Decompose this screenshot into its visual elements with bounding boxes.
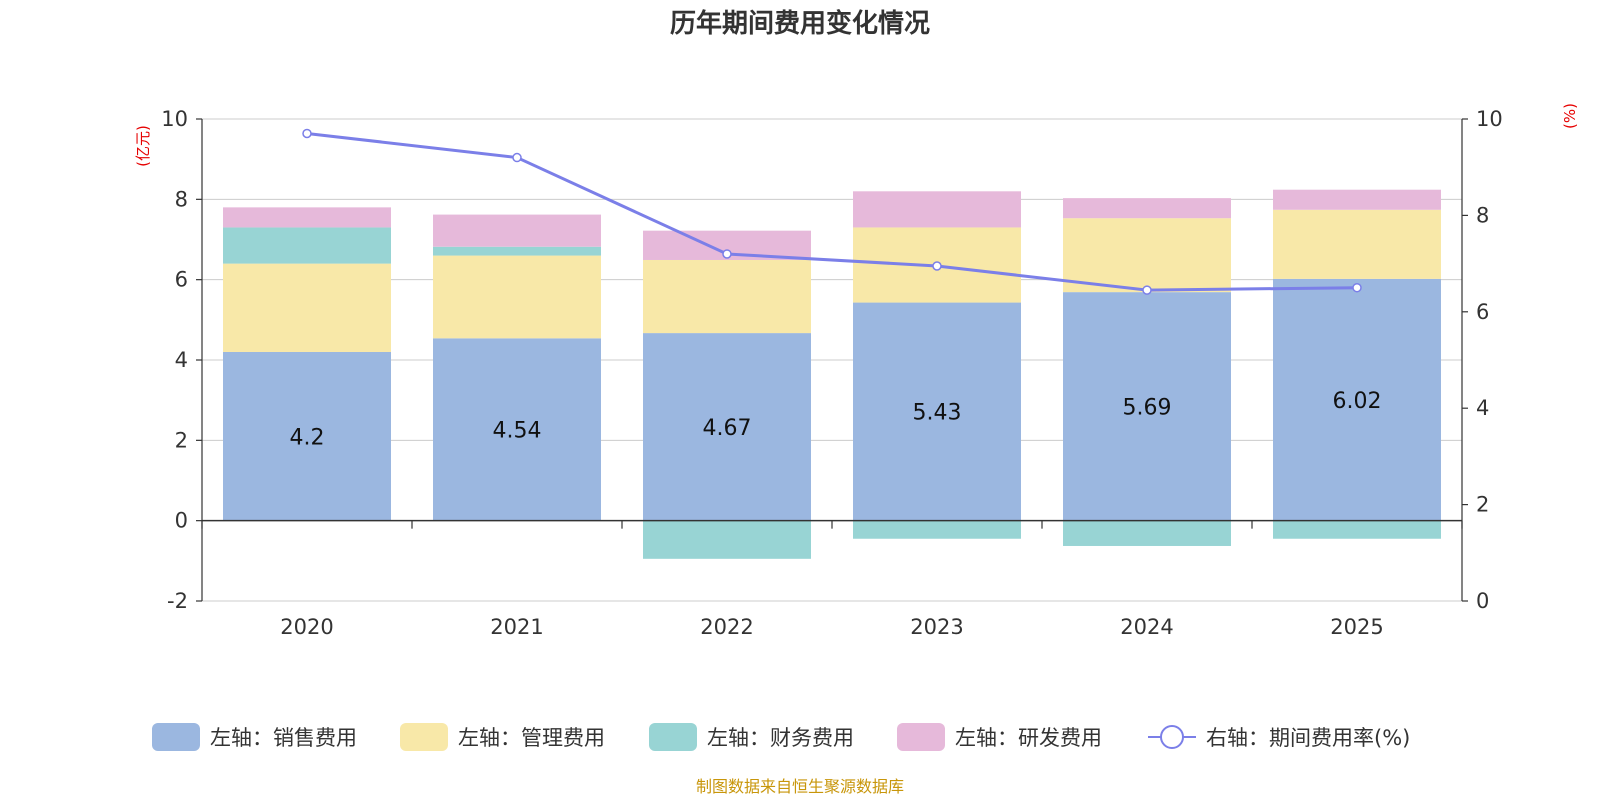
legend-item[interactable]: 右轴：期间费用率(%)	[1148, 725, 1410, 750]
bar-segment	[1063, 198, 1231, 219]
bar-segment	[433, 246, 601, 256]
gridlines	[202, 118, 1462, 602]
legend-swatch	[897, 723, 945, 751]
left-tick-label: 0	[175, 509, 188, 533]
right-tick-label: 10	[1476, 107, 1503, 131]
left-tick-label: 6	[175, 268, 188, 292]
bar-segment	[1273, 209, 1441, 279]
chart-title: 历年期间费用变化情况	[670, 8, 930, 39]
bar-segment	[223, 227, 391, 264]
bar-value-label: 5.69	[1123, 395, 1172, 420]
bar-segment	[1273, 278, 1441, 521]
rate-line-point	[302, 128, 312, 139]
bar-segment	[1273, 189, 1441, 210]
left-tick-label: -2	[167, 589, 188, 613]
bar-value-label: 6.02	[1333, 389, 1382, 414]
legend-item[interactable]: 左轴：管理费用	[400, 723, 605, 751]
right-axis-unit: (%)	[1561, 103, 1579, 129]
rate-line-point	[932, 261, 942, 271]
rate-line-point	[1352, 282, 1362, 293]
bar-segment	[853, 302, 1021, 521]
x-tick-label: 2022	[700, 615, 753, 639]
rate-line-path	[306, 131, 1358, 292]
legend-item[interactable]: 左轴：销售费用	[152, 723, 357, 751]
legend-label: 左轴：销售费用	[210, 726, 357, 750]
right-tick-label: 2	[1476, 493, 1489, 517]
bar-segment	[433, 214, 601, 247]
right-tick-label: 8	[1476, 203, 1489, 227]
bar-segment	[643, 520, 811, 559]
rate-line	[302, 128, 1362, 295]
bar-segment	[223, 207, 391, 228]
bar-segment	[1273, 520, 1441, 539]
bar-value-label: 5.43	[913, 401, 962, 426]
legend-swatch	[152, 723, 200, 751]
bars	[223, 189, 1441, 559]
bar-segment	[223, 263, 391, 352]
bar-labels: 4.2 4.54 4.67 5.43 5.69 6.02	[290, 389, 1382, 451]
bar-segment	[853, 520, 1021, 539]
legend[interactable]: 左轴：销售费用 左轴：管理费用 左轴：财务费用 左轴：研发费用 右轴：期间费用率(%)	[152, 723, 1410, 751]
bar-value-label: 4.54	[493, 418, 542, 443]
left-tick-label: 10	[161, 107, 188, 131]
x-tick-label: 2020	[280, 615, 333, 639]
left-axis-unit: (亿元)	[134, 125, 152, 167]
bar-segment	[433, 338, 601, 521]
rate-line-point	[722, 249, 732, 259]
x-tick-label: 2023	[910, 615, 963, 639]
bar-segment	[223, 351, 391, 521]
x-tick-label: 2024	[1120, 615, 1173, 639]
bar-value-label: 4.2	[290, 425, 325, 450]
right-tick-label: 4	[1476, 396, 1489, 420]
bar-value-label: 4.67	[703, 416, 752, 441]
bar-segment	[433, 255, 601, 339]
right-tick-label: 6	[1476, 300, 1489, 324]
left-tick-label: 8	[175, 187, 188, 211]
legend-marker	[1160, 725, 1184, 749]
legend-label: 左轴：财务费用	[707, 726, 854, 750]
x-tick-label: 2025	[1330, 615, 1383, 639]
left-tick-label: 4	[175, 348, 188, 372]
legend-label: 左轴：研发费用	[955, 726, 1102, 750]
left-tick-label: 2	[175, 428, 188, 452]
bar-segment	[853, 191, 1021, 228]
axes: -2 0 2 4 6 8 10 0 2 4 6 8 10 (亿元) (%) 2020 2021 2022 2023 2…	[134, 103, 1579, 639]
bar-segment	[1063, 218, 1231, 293]
bar-segment	[1063, 292, 1231, 521]
right-tick-label: 0	[1476, 589, 1489, 613]
bar-segment	[643, 259, 811, 334]
bar-segment	[1063, 520, 1231, 546]
legend-item[interactable]: 左轴：研发费用	[897, 723, 1102, 751]
bar-segment	[643, 333, 811, 521]
legend-swatch	[400, 723, 448, 751]
x-tick-label: 2021	[490, 615, 543, 639]
rate-line-point	[512, 152, 522, 163]
legend-label: 右轴：期间费用率(%)	[1206, 726, 1410, 750]
rate-line-point	[1142, 285, 1152, 295]
legend-item[interactable]: 左轴：财务费用	[649, 723, 854, 751]
source-note: 制图数据来自恒生聚源数据库	[696, 777, 904, 796]
legend-swatch	[649, 723, 697, 751]
legend-label: 左轴：管理费用	[458, 726, 605, 750]
